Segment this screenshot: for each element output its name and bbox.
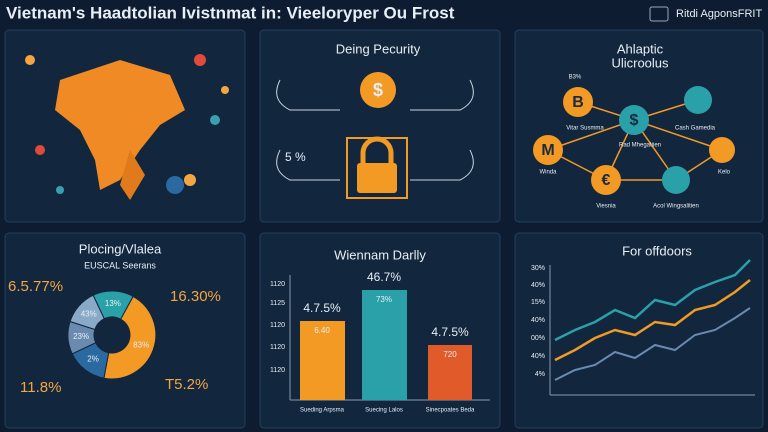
panel bbox=[259, 29, 501, 223]
node bbox=[684, 86, 712, 114]
category: Sinecpoates Beda bbox=[426, 408, 475, 414]
lock-shackle bbox=[360, 136, 394, 165]
category: Sueding Arpsma bbox=[300, 408, 345, 414]
title: Vietnam's Haadtolian Ivistnmat in: Vieel… bbox=[6, 3, 455, 22]
axis-label: 15% bbox=[531, 299, 545, 306]
line bbox=[554, 259, 751, 342]
node-label: € bbox=[602, 172, 611, 189]
slice-label: 83% bbox=[133, 341, 149, 350]
axis-label: 40% bbox=[531, 282, 545, 289]
line bbox=[554, 307, 751, 381]
node-caption: Winda bbox=[539, 170, 557, 176]
map bbox=[25, 54, 229, 200]
bar bbox=[428, 345, 472, 400]
connector bbox=[276, 79, 474, 181]
panel-title: Deing Pecurity bbox=[336, 41, 421, 56]
axis-label: 1125 bbox=[270, 300, 285, 307]
node-caption: Acol Wingsalitien bbox=[653, 204, 699, 210]
node bbox=[662, 166, 690, 194]
slice-label: 13% bbox=[105, 299, 121, 308]
value-label: 6.5.77% bbox=[8, 278, 63, 295]
axis-label: 1120 bbox=[270, 367, 285, 374]
axis-label: 40% bbox=[531, 317, 545, 324]
value-label: 11.8% bbox=[20, 379, 61, 396]
panel-title: For offdoors bbox=[622, 243, 692, 258]
node bbox=[619, 105, 649, 135]
top-label: 46.7% bbox=[367, 270, 401, 284]
axis-label: 1120 bbox=[270, 281, 285, 288]
node-label: M bbox=[541, 142, 554, 159]
category: Suecing Lalos bbox=[365, 408, 403, 414]
value-label: T5.2% bbox=[165, 376, 208, 393]
node bbox=[563, 87, 593, 117]
node bbox=[533, 135, 563, 165]
label: 5 % bbox=[285, 150, 306, 164]
bar bbox=[362, 290, 407, 400]
axis-label: 1120 bbox=[270, 344, 285, 351]
badge: Ritdi AgponsFRIT bbox=[676, 8, 762, 20]
top-label: 4.7.5% bbox=[303, 301, 341, 315]
panel bbox=[4, 232, 246, 429]
subtitle: EUSCAL Seerans bbox=[84, 260, 156, 270]
slice bbox=[103, 295, 157, 380]
panel-title: Ulicroolus bbox=[611, 55, 669, 70]
node-label: $ bbox=[630, 112, 639, 129]
axis-label: 30% bbox=[531, 265, 545, 272]
node-caption: Viesnia bbox=[596, 204, 616, 210]
node bbox=[709, 137, 735, 163]
node-caption: B3% bbox=[569, 75, 582, 81]
slice-label: 43% bbox=[81, 310, 97, 319]
coin bbox=[360, 72, 396, 108]
bar-label: 73% bbox=[376, 295, 392, 304]
donut: 83% 2% 23% 43% 13% bbox=[67, 290, 157, 380]
slice bbox=[92, 290, 134, 320]
panel-title: Wiennam Darlly bbox=[334, 247, 426, 262]
axis-label: 4% bbox=[535, 371, 545, 378]
bar-label: 720 bbox=[443, 350, 457, 359]
axis-label: 40% bbox=[531, 353, 545, 360]
top-label: 4.7.5% bbox=[431, 325, 469, 339]
node-caption: Kelo bbox=[718, 170, 731, 176]
node-caption: Cash Gamedia bbox=[675, 126, 716, 132]
panel bbox=[514, 232, 764, 429]
node-label: B bbox=[572, 94, 584, 111]
slice-label: 2% bbox=[87, 355, 99, 364]
node-caption: Vitar Susmma bbox=[566, 126, 604, 132]
panel-title: Plocing/Vlalea bbox=[79, 241, 162, 256]
badge-icon bbox=[649, 6, 669, 22]
bar bbox=[300, 321, 345, 400]
panel-title: Ahlaptic bbox=[617, 41, 664, 56]
axis-label: 00% bbox=[531, 335, 545, 342]
slice-label: 23% bbox=[73, 332, 89, 341]
lock-body bbox=[357, 163, 397, 193]
node bbox=[591, 165, 621, 195]
value-label: 16.30% bbox=[170, 288, 221, 305]
node-caption: Rad Mhegatiien bbox=[619, 143, 661, 149]
axis-label: 1120 bbox=[270, 322, 285, 329]
line bbox=[554, 279, 751, 362]
coin-symbol: $ bbox=[373, 80, 383, 100]
bar-label: 6.40 bbox=[314, 326, 330, 335]
